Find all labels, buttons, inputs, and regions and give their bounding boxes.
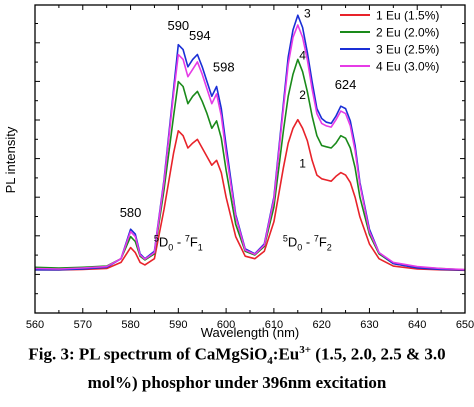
transition-label-1: 5D0 - 7F1 [154, 233, 203, 252]
transition-label-part: 7 [185, 233, 190, 243]
transition-label-part: 7 [314, 233, 319, 243]
caption-prefix: Fig. 3: PL spectrum of CaMgSiO [28, 344, 268, 364]
legend-entry-4: 4 Eu (3.0%) [376, 60, 439, 74]
transition-label-part: 5 [154, 233, 159, 243]
peak-label-624: 624 [335, 77, 357, 92]
x-tick-label-640: 640 [408, 319, 426, 331]
series-line-4 [34, 24, 466, 271]
transition-label-part: D [288, 234, 297, 249]
transition-label-part: - [173, 234, 185, 249]
axes-group: 560 570 580 590 600 610 620 630 640 650 [26, 4, 474, 331]
caption-mid: :Eu [272, 344, 300, 364]
x-tick-label-600: 600 [217, 319, 235, 331]
transition-label-part: 2 [327, 242, 332, 252]
peak-label-590: 590 [167, 18, 189, 33]
curve-number-label-3: 3 [304, 7, 311, 21]
curve-number-label-2: 2 [299, 88, 306, 102]
x-tick-label-580: 580 [121, 319, 139, 331]
caption-suffix: (1.5, 2.0, 2.5 & 3.0 [311, 344, 446, 364]
transition-label-2: 5D0 - 7F2 [283, 233, 332, 252]
legend: 1 Eu (1.5%) 2 Eu (2.0%) 3 Eu (2.5%) 4 Eu (3… [340, 9, 439, 74]
series-line-1 [34, 118, 466, 272]
caption-sup: 3+ [299, 344, 312, 356]
x-tick-label-590: 590 [169, 319, 187, 331]
curve-number-label-4: 4 [299, 48, 306, 62]
transition-label-part: 1 [198, 242, 203, 252]
transition-label-part: - [302, 234, 314, 249]
caption-line-2: mol%) phosphor under 396nm excitation [87, 373, 387, 393]
curves-group [34, 14, 466, 272]
y-axis-label: PL intensity [3, 126, 18, 193]
legend-entry-3: 3 Eu (2.5%) [376, 43, 439, 57]
transition-label-part: 0 [168, 242, 173, 252]
legend-entry-1: 1 Eu (1.5%) [376, 9, 439, 23]
legend-entry-2: 2 Eu (2.0%) [376, 26, 439, 40]
caption-line-1: Fig. 3: PL spectrum of CaMgSiO4:Eu3+ (1.… [0, 340, 474, 372]
curve-number-label-1: 1 [299, 157, 306, 171]
transition-label-part: 0 [297, 242, 302, 252]
peak-label-580: 580 [120, 205, 142, 220]
x-tick-label-610: 610 [265, 319, 283, 331]
x-tick-label-650: 650 [456, 319, 474, 331]
caption-sub: 4 [267, 355, 273, 368]
transition-label-part: F [319, 234, 327, 249]
figure-caption: Fig. 3: PL spectrum of CaMgSiO4:Eu3+ (1.… [0, 340, 474, 393]
peak-label-615: 615 [285, 0, 307, 1]
x-tick-label-630: 630 [360, 319, 378, 331]
transition-label-part: 5 [283, 233, 288, 243]
transition-label-part: D [159, 234, 168, 249]
x-axis-label: Wavelength (nm) [201, 325, 300, 340]
transition-label-part: F [190, 234, 198, 249]
x-tick-label-560: 560 [26, 319, 44, 331]
peak-label-594: 594 [189, 28, 211, 43]
x-tick-label-570: 570 [74, 319, 92, 331]
peak-label-598: 598 [213, 60, 235, 75]
x-tick-label-620: 620 [312, 319, 330, 331]
